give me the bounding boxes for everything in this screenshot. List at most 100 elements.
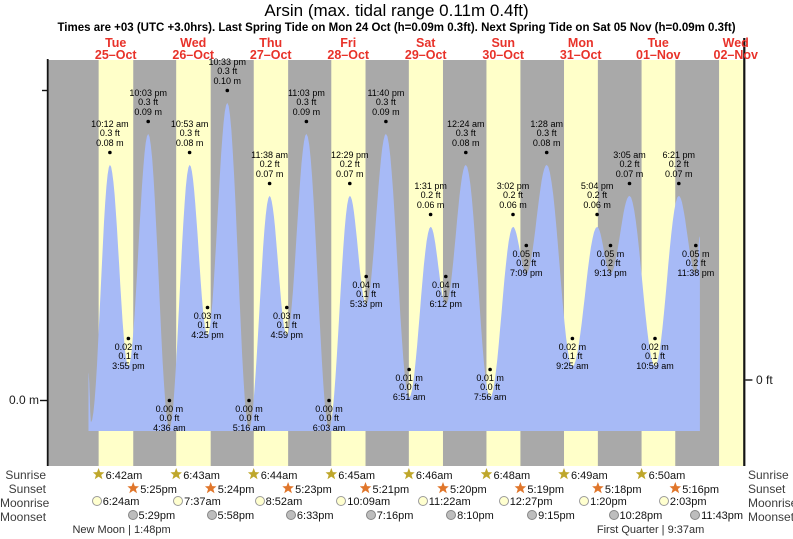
tide-extreme-dot [653,336,657,341]
tide-label-line: 12:24 am [447,119,485,130]
y-axis-right-line [743,38,746,466]
tide-label-line: 0.1 ft [644,351,665,362]
tide-extreme-dot [608,243,613,248]
tide-extreme-dot [146,119,150,124]
day-header-8: Wed 02–Nov [701,37,771,62]
tide-label-line: 6:12 pm [429,298,463,309]
tide-extreme-dot [544,150,549,155]
tide-label-line: 0.04 m [432,280,460,290]
tide-label-line: 0.03 m [273,311,301,321]
moonrise-marker: 6:24am [91,496,139,508]
moonrise-marker: 2:03pm [658,496,707,508]
tide-label-line: 0.09 m [134,106,162,117]
moon-phase-0: New Moon | 1:48pm [72,524,171,536]
tide-high-label: 11:03 pm 0.3 ft 0.09 m [288,88,325,117]
sunrise-marker: 6:42am [92,468,142,482]
moonrise-marker: 8:52am [254,496,303,508]
tide-low-label: 0.02 m 0.1 ft 3:55 pm [112,342,145,371]
moonrise-time: 7:37am [184,496,221,508]
tide-low-label: 0.05 m 0.2 ft 11:38 pm [677,249,714,278]
day-date: 29–Oct [404,48,447,62]
sunset-time: 5:19pm [527,484,565,496]
day-header-1: Wed 26–Oct [158,37,228,62]
tick-0ft [745,379,753,381]
moonset-time: 6:33pm [296,510,334,522]
moon-phase-1: First Quarter | 9:37am [596,524,705,536]
tide-label-line: 0.2 ft [339,159,360,170]
moonrise-marker: 10:09am [336,496,390,508]
tide-extreme-dot [444,274,448,279]
tide-label-line: 3:05 am [613,150,646,161]
sunset-star-icon [669,482,682,494]
moonrise-marker: 12:27pm [498,496,553,508]
tide-low-label: 0.01 m 0.0 ft 7:56 am [474,373,507,402]
tide-high-label: 3:02 pm 0.2 ft 0.06 m [496,181,530,210]
tide-label-line: 5:33 pm [349,298,383,309]
day-header-3: Fri 28–Oct [313,37,383,62]
tide-extreme-dot [304,119,309,124]
tide-high-label: 12:24 am 0.3 ft 0.08 m [447,119,485,148]
tide-extreme-dot [126,336,131,341]
sunset-star-icon [282,482,294,494]
y-axis-label-feet: 0 ft [756,373,773,387]
day-date: 01–Nov [636,48,681,62]
sunrise-time: 6:44am [260,470,298,482]
tide-label-line: 0.07 m [255,168,284,179]
moonrise-circle-icon [498,496,509,506]
moonrise-time: 8:52am [265,496,303,508]
sunrise-star-icon [635,468,648,480]
moonset-time: 9:15pm [538,510,575,522]
sunrise-marker: 6:43am [170,468,220,482]
day-header-2: Thu 27–Oct [236,37,306,62]
moonset-circle-icon [608,510,619,520]
daylight-band [719,60,744,466]
tide-high-label: 11:40 pm 0.3 ft 0.09 m [367,88,404,117]
tide-label-line: 12:29 pm [331,150,369,161]
sunrise-star-icon [92,468,105,480]
tide-label-line: 0.1 ft [276,320,297,331]
tide-label-line: 3:02 pm [496,181,530,192]
tide-label-line: 10:12 am [91,119,129,130]
tide-high-label: 3:05 am 0.2 ft 0.07 m [613,150,646,179]
sunset-star-icon [204,482,217,494]
tide-label-line: 0.00 m [235,404,263,414]
tide-extreme-dot [511,212,515,217]
moonrise-circle-icon [579,496,590,506]
moonrise-marker: 7:37am [173,496,221,508]
day-date: 02–Nov [713,48,758,62]
sunset-star-icon [127,482,139,494]
tide-label-line: 0.10 m [213,75,242,86]
day-dow: Sat [416,36,436,50]
tide-extreme-dot [595,212,599,217]
tide-area [88,102,700,432]
row-label-left-sunset: Sunset [8,482,46,496]
tide-label-line: 0.2 ft [420,190,441,201]
sunset-star-icon [592,482,604,494]
row-label-right-sunrise: Sunrise [748,468,789,482]
sunset-marker: 5:24pm [204,482,255,496]
tide-label-line: 0.3 ft [536,128,557,139]
day-date: 27–Oct [249,48,292,62]
page-subtitle: Times are +03 (UTC +3.0hrs). Last Spring… [57,22,736,34]
moonset-circle-icon [527,510,538,520]
sunrise-time: 6:46am [415,470,453,482]
tide-label-line: 0.0 ft [238,413,259,424]
moonrise-time: 11:22am [428,496,471,508]
day-dow: Tue [647,36,669,50]
tide-label-line: 0.06 m [416,199,445,210]
moonrise-circle-icon [336,496,347,506]
tide-label-line: 0.1 ft [118,351,139,362]
tide-label-line: 7:09 pm [510,267,543,278]
moonrise-time: 2:03pm [669,496,707,508]
tide-label-line: 0.01 m [395,373,423,383]
tide-label-line: 0.08 m [96,137,124,148]
tide-extreme-dot [384,119,388,124]
sunrise-time: 6:49am [571,470,608,482]
day-header-6: Mon 31–Oct [546,37,616,62]
tide-label-line: 0.03 m [193,311,222,321]
sunrise-marker: 6:45am [325,468,375,482]
day-header-4: Sat 29–Oct [391,36,461,62]
moonrise-marker: 1:20pm [579,496,627,508]
sunset-time: 5:24pm [217,484,255,496]
tide-label-line: 0.2 ft [668,159,689,170]
